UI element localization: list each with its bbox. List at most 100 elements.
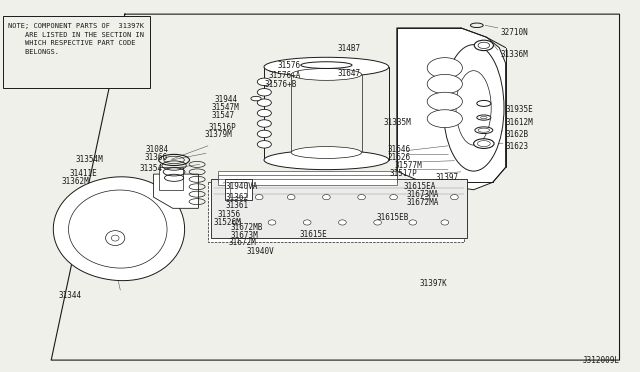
Text: 31336M: 31336M: [500, 50, 528, 59]
Ellipse shape: [428, 74, 462, 94]
Text: 21626: 21626: [387, 153, 410, 162]
Text: 31612M: 31612M: [506, 118, 533, 127]
Ellipse shape: [111, 235, 119, 241]
Text: 31344: 31344: [59, 291, 82, 300]
Ellipse shape: [106, 231, 125, 246]
Ellipse shape: [339, 220, 346, 225]
Ellipse shape: [233, 220, 241, 225]
Text: 31547M: 31547M: [211, 103, 239, 112]
Ellipse shape: [474, 40, 493, 51]
Ellipse shape: [428, 58, 462, 78]
Ellipse shape: [475, 127, 493, 134]
Ellipse shape: [441, 220, 449, 225]
Bar: [230, 182, 247, 197]
Text: 31673MA: 31673MA: [406, 190, 439, 199]
Text: 31647: 31647: [337, 69, 360, 78]
Ellipse shape: [428, 110, 462, 128]
Ellipse shape: [481, 116, 487, 119]
Polygon shape: [218, 171, 397, 178]
Polygon shape: [68, 190, 167, 268]
Text: 31672MB: 31672MB: [230, 223, 263, 232]
Text: 31397: 31397: [435, 173, 458, 182]
Ellipse shape: [323, 195, 330, 200]
Text: 31615EA: 31615EA: [403, 182, 436, 191]
Ellipse shape: [291, 147, 362, 158]
Text: 31940VA: 31940VA: [225, 182, 258, 191]
Ellipse shape: [257, 109, 271, 117]
Text: 31547: 31547: [211, 111, 234, 120]
Text: 31576: 31576: [278, 61, 301, 70]
Text: 31411E: 31411E: [69, 169, 97, 178]
Ellipse shape: [374, 220, 381, 225]
Bar: [225, 179, 252, 200]
Ellipse shape: [257, 141, 271, 148]
Ellipse shape: [428, 92, 462, 111]
Text: 31623: 31623: [506, 142, 529, 151]
Polygon shape: [208, 182, 464, 242]
Text: J312009L: J312009L: [582, 356, 620, 365]
Text: 31577M: 31577M: [395, 161, 422, 170]
Text: 31361: 31361: [225, 201, 248, 210]
Polygon shape: [397, 28, 506, 190]
Text: 31354: 31354: [140, 164, 163, 173]
Ellipse shape: [456, 71, 492, 145]
Text: 31379M: 31379M: [205, 130, 232, 139]
Ellipse shape: [257, 130, 271, 138]
Ellipse shape: [477, 115, 491, 120]
Text: 31397K: 31397K: [419, 279, 447, 288]
Ellipse shape: [227, 195, 234, 200]
Ellipse shape: [264, 57, 388, 77]
Text: 31356: 31356: [218, 210, 241, 219]
Text: 31362M: 31362M: [61, 177, 89, 186]
Polygon shape: [211, 179, 467, 238]
Ellipse shape: [255, 195, 263, 200]
Text: 31084: 31084: [146, 145, 169, 154]
Text: 31940V: 31940V: [246, 247, 274, 256]
Text: 31362: 31362: [225, 193, 248, 202]
Polygon shape: [218, 179, 397, 185]
Ellipse shape: [287, 195, 295, 200]
Text: 31516P: 31516P: [209, 123, 236, 132]
Ellipse shape: [257, 78, 271, 86]
Text: 31335M: 31335M: [384, 118, 412, 127]
Text: 31366: 31366: [145, 153, 168, 162]
Ellipse shape: [422, 195, 429, 200]
Text: 31576+A: 31576+A: [269, 71, 301, 80]
Text: 31576+B: 31576+B: [264, 80, 297, 89]
Text: 31526M: 31526M: [214, 218, 241, 227]
Text: 31354M: 31354M: [76, 155, 103, 164]
Ellipse shape: [478, 42, 490, 49]
Text: 31944: 31944: [214, 95, 237, 104]
Ellipse shape: [358, 195, 365, 200]
Ellipse shape: [474, 139, 494, 148]
Text: 31672M: 31672M: [228, 238, 256, 247]
Ellipse shape: [409, 220, 417, 225]
Text: NOTE; COMPONENT PARTS OF  31397K
    ARE LISTED IN THE SECTION IN
    WHICH RESP: NOTE; COMPONENT PARTS OF 31397K ARE LIST…: [8, 23, 144, 55]
Ellipse shape: [303, 220, 311, 225]
Ellipse shape: [251, 96, 261, 101]
Polygon shape: [218, 175, 397, 182]
Ellipse shape: [477, 141, 490, 147]
Ellipse shape: [257, 99, 271, 106]
Bar: [3, 16, 150, 88]
Ellipse shape: [257, 120, 271, 127]
Ellipse shape: [268, 220, 276, 225]
Ellipse shape: [264, 150, 388, 170]
Ellipse shape: [291, 68, 362, 80]
Ellipse shape: [478, 128, 490, 132]
Polygon shape: [53, 177, 184, 280]
Ellipse shape: [444, 45, 504, 171]
Text: 31672MA: 31672MA: [406, 198, 439, 207]
Text: 31615EB: 31615EB: [376, 213, 409, 222]
Polygon shape: [154, 174, 198, 208]
Text: 32710N: 32710N: [500, 28, 528, 37]
Text: 3162B: 3162B: [506, 130, 529, 139]
Ellipse shape: [451, 195, 458, 200]
Text: 314B7: 314B7: [338, 44, 361, 53]
Ellipse shape: [390, 195, 397, 200]
Bar: [159, 167, 183, 190]
Text: 31517P: 31517P: [389, 169, 417, 178]
Text: 31646: 31646: [387, 145, 410, 154]
Text: 31615E: 31615E: [300, 230, 327, 239]
Text: 31935E: 31935E: [506, 105, 533, 114]
